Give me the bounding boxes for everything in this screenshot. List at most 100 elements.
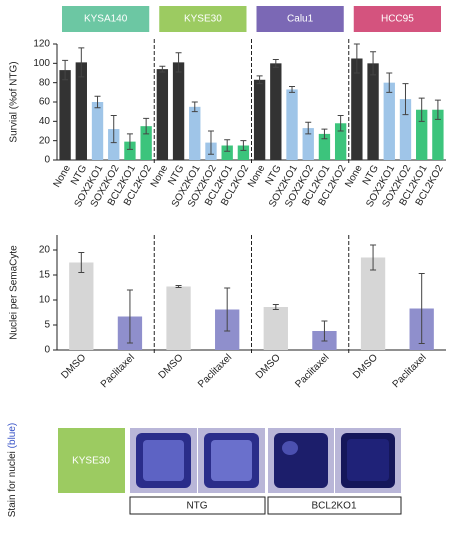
error-bar [256,75,263,85]
x-tick-label: Paclitaxel [99,352,137,390]
bar [367,63,379,161]
bar [351,58,363,160]
bar [91,102,104,160]
bar [69,262,94,350]
x-tick-label: DMSO [157,352,186,381]
bar [263,307,288,350]
bar [75,62,87,160]
error-bar [240,140,247,151]
bar [166,286,191,350]
y-tick-label: 5 [44,320,50,331]
error-bar [94,95,101,109]
bar [334,123,347,160]
bar [108,129,120,160]
error-bar [370,51,377,76]
x-tick-label: DMSO [59,352,88,381]
image-well [274,433,328,488]
x-tick-label: None [52,163,74,190]
error-bar [418,273,425,344]
x-tick-label: None [246,163,268,190]
bar [237,145,250,160]
panel-header [62,6,150,32]
error-bar [62,59,69,81]
error-bar [337,115,344,132]
error-bar [370,244,377,271]
y-tick-label: 10 [39,295,51,306]
error-bar [143,117,150,135]
bar [270,63,282,161]
y-tick-label: 0 [44,345,50,356]
stain-color-word: (blue) [7,423,18,449]
error-bar [110,115,117,144]
bar [399,99,412,160]
bar [189,106,201,160]
y-axis-label: Survial (%of NTG) [9,61,20,142]
bar [318,133,331,160]
x-tick-label: Paclitaxel [293,352,331,390]
error-bar [321,128,328,140]
bar [124,141,136,160]
error-bar [126,133,133,150]
bar [416,109,428,160]
panel-title: KYSA140 [84,14,128,25]
y-axis-label: Nuclei per SemaCyte [9,245,20,340]
bar [221,145,233,160]
error-bar [126,289,133,344]
stain-text: Stain for nuclei [7,451,18,517]
error-bar [207,130,214,155]
group-label: NTG [186,501,207,512]
image-cell [282,441,298,455]
error-bar [78,252,85,273]
error-bar [353,43,360,74]
x-tick-label: DMSO [254,352,283,381]
panel-title: KYSE30 [184,14,222,25]
y-tick-label: 40 [39,116,51,127]
y-tick-label: 20 [39,135,51,146]
error-bar [402,83,409,116]
error-bar [386,72,393,93]
error-bar [175,285,182,288]
bar [140,126,152,160]
bar [156,69,169,160]
group-label: BCL2KO1 [311,501,356,512]
y-tick-label: 15 [39,270,51,281]
x-tick-label: None [149,163,171,190]
error-bar [434,99,441,120]
bar [253,79,266,160]
y-tick-label: 60 [39,97,51,108]
image-cells [211,440,252,481]
micrographs [130,428,401,493]
x-tick-label: Paclitaxel [196,352,234,390]
error-bar [272,58,279,68]
bar [360,257,386,350]
error-bar [191,101,198,113]
panel-title: HCC95 [381,14,414,25]
image-inner [347,439,389,481]
group-box [267,496,402,515]
panel-header [159,6,247,32]
panel-header [256,6,344,32]
stain-label: Stain for nuclei (blue) [7,423,18,518]
cell-line-box [58,428,125,493]
cell-line-label: KYSE30 [72,456,110,467]
error-bar [321,320,328,342]
x-tick-label: Paclitaxel [391,352,429,390]
x-tick-label: DMSO [351,352,380,381]
group-box [129,496,266,515]
error-bar [224,287,231,332]
y-tick-label: 100 [33,58,50,69]
y-tick-label: 120 [33,39,50,50]
error-bar [78,47,85,78]
error-bar [175,52,182,73]
error-bar [272,304,279,310]
y-tick-label: 80 [39,77,51,88]
error-bar [159,65,166,73]
bar [383,82,395,160]
error-bar [289,86,296,93]
bar [302,128,314,160]
panel-header [353,6,441,32]
bar [432,109,444,160]
panel-title: Calu1 [287,14,314,25]
error-bar [305,121,312,135]
